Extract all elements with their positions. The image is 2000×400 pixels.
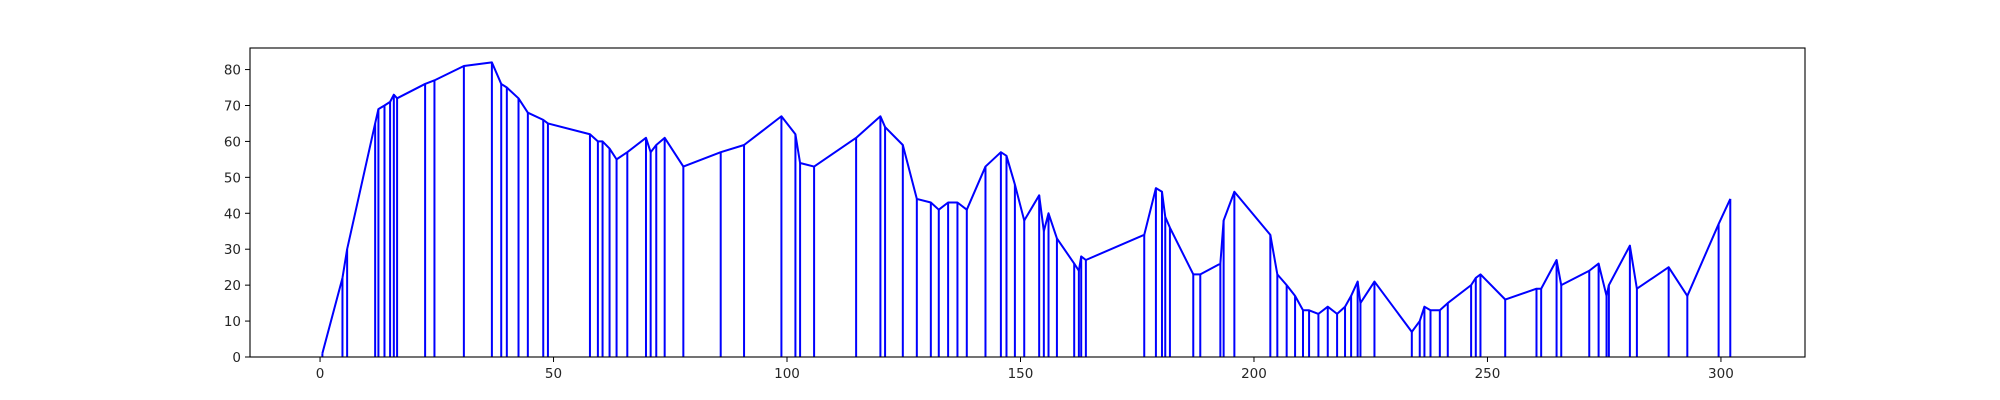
y-tick-label-4: 40 (224, 206, 241, 222)
y-tick-label-5: 50 (224, 170, 241, 186)
x-tick-label-5: 250 (1475, 366, 1501, 382)
series-line (321, 61, 1732, 354)
x-tick-label-0: 0 (316, 366, 325, 382)
y-tick-label-1: 10 (224, 314, 241, 330)
x-tick-label-2: 100 (774, 366, 800, 382)
x-tick-label-6: 300 (1708, 366, 1734, 382)
y-tick-label-8: 80 (224, 63, 241, 79)
plot-area (321, 61, 1732, 357)
x-tick-label-1: 50 (545, 366, 562, 382)
x-tick-label-4: 200 (1241, 366, 1267, 382)
axes-frame (249, 47, 1806, 358)
y-tick-label-2: 20 (224, 278, 241, 294)
y-tick-label-6: 60 (224, 134, 241, 150)
y-axis: 0 10 20 30 40 50 60 70 80 (224, 63, 250, 366)
y-tick-label-3: 30 (224, 242, 241, 258)
y-tick-label-7: 70 (224, 98, 241, 114)
x-tick-label-3: 150 (1008, 366, 1034, 382)
x-axis: 0 50 100 150 200 250 300 (316, 357, 1734, 382)
y-tick-label-0: 0 (232, 350, 241, 366)
